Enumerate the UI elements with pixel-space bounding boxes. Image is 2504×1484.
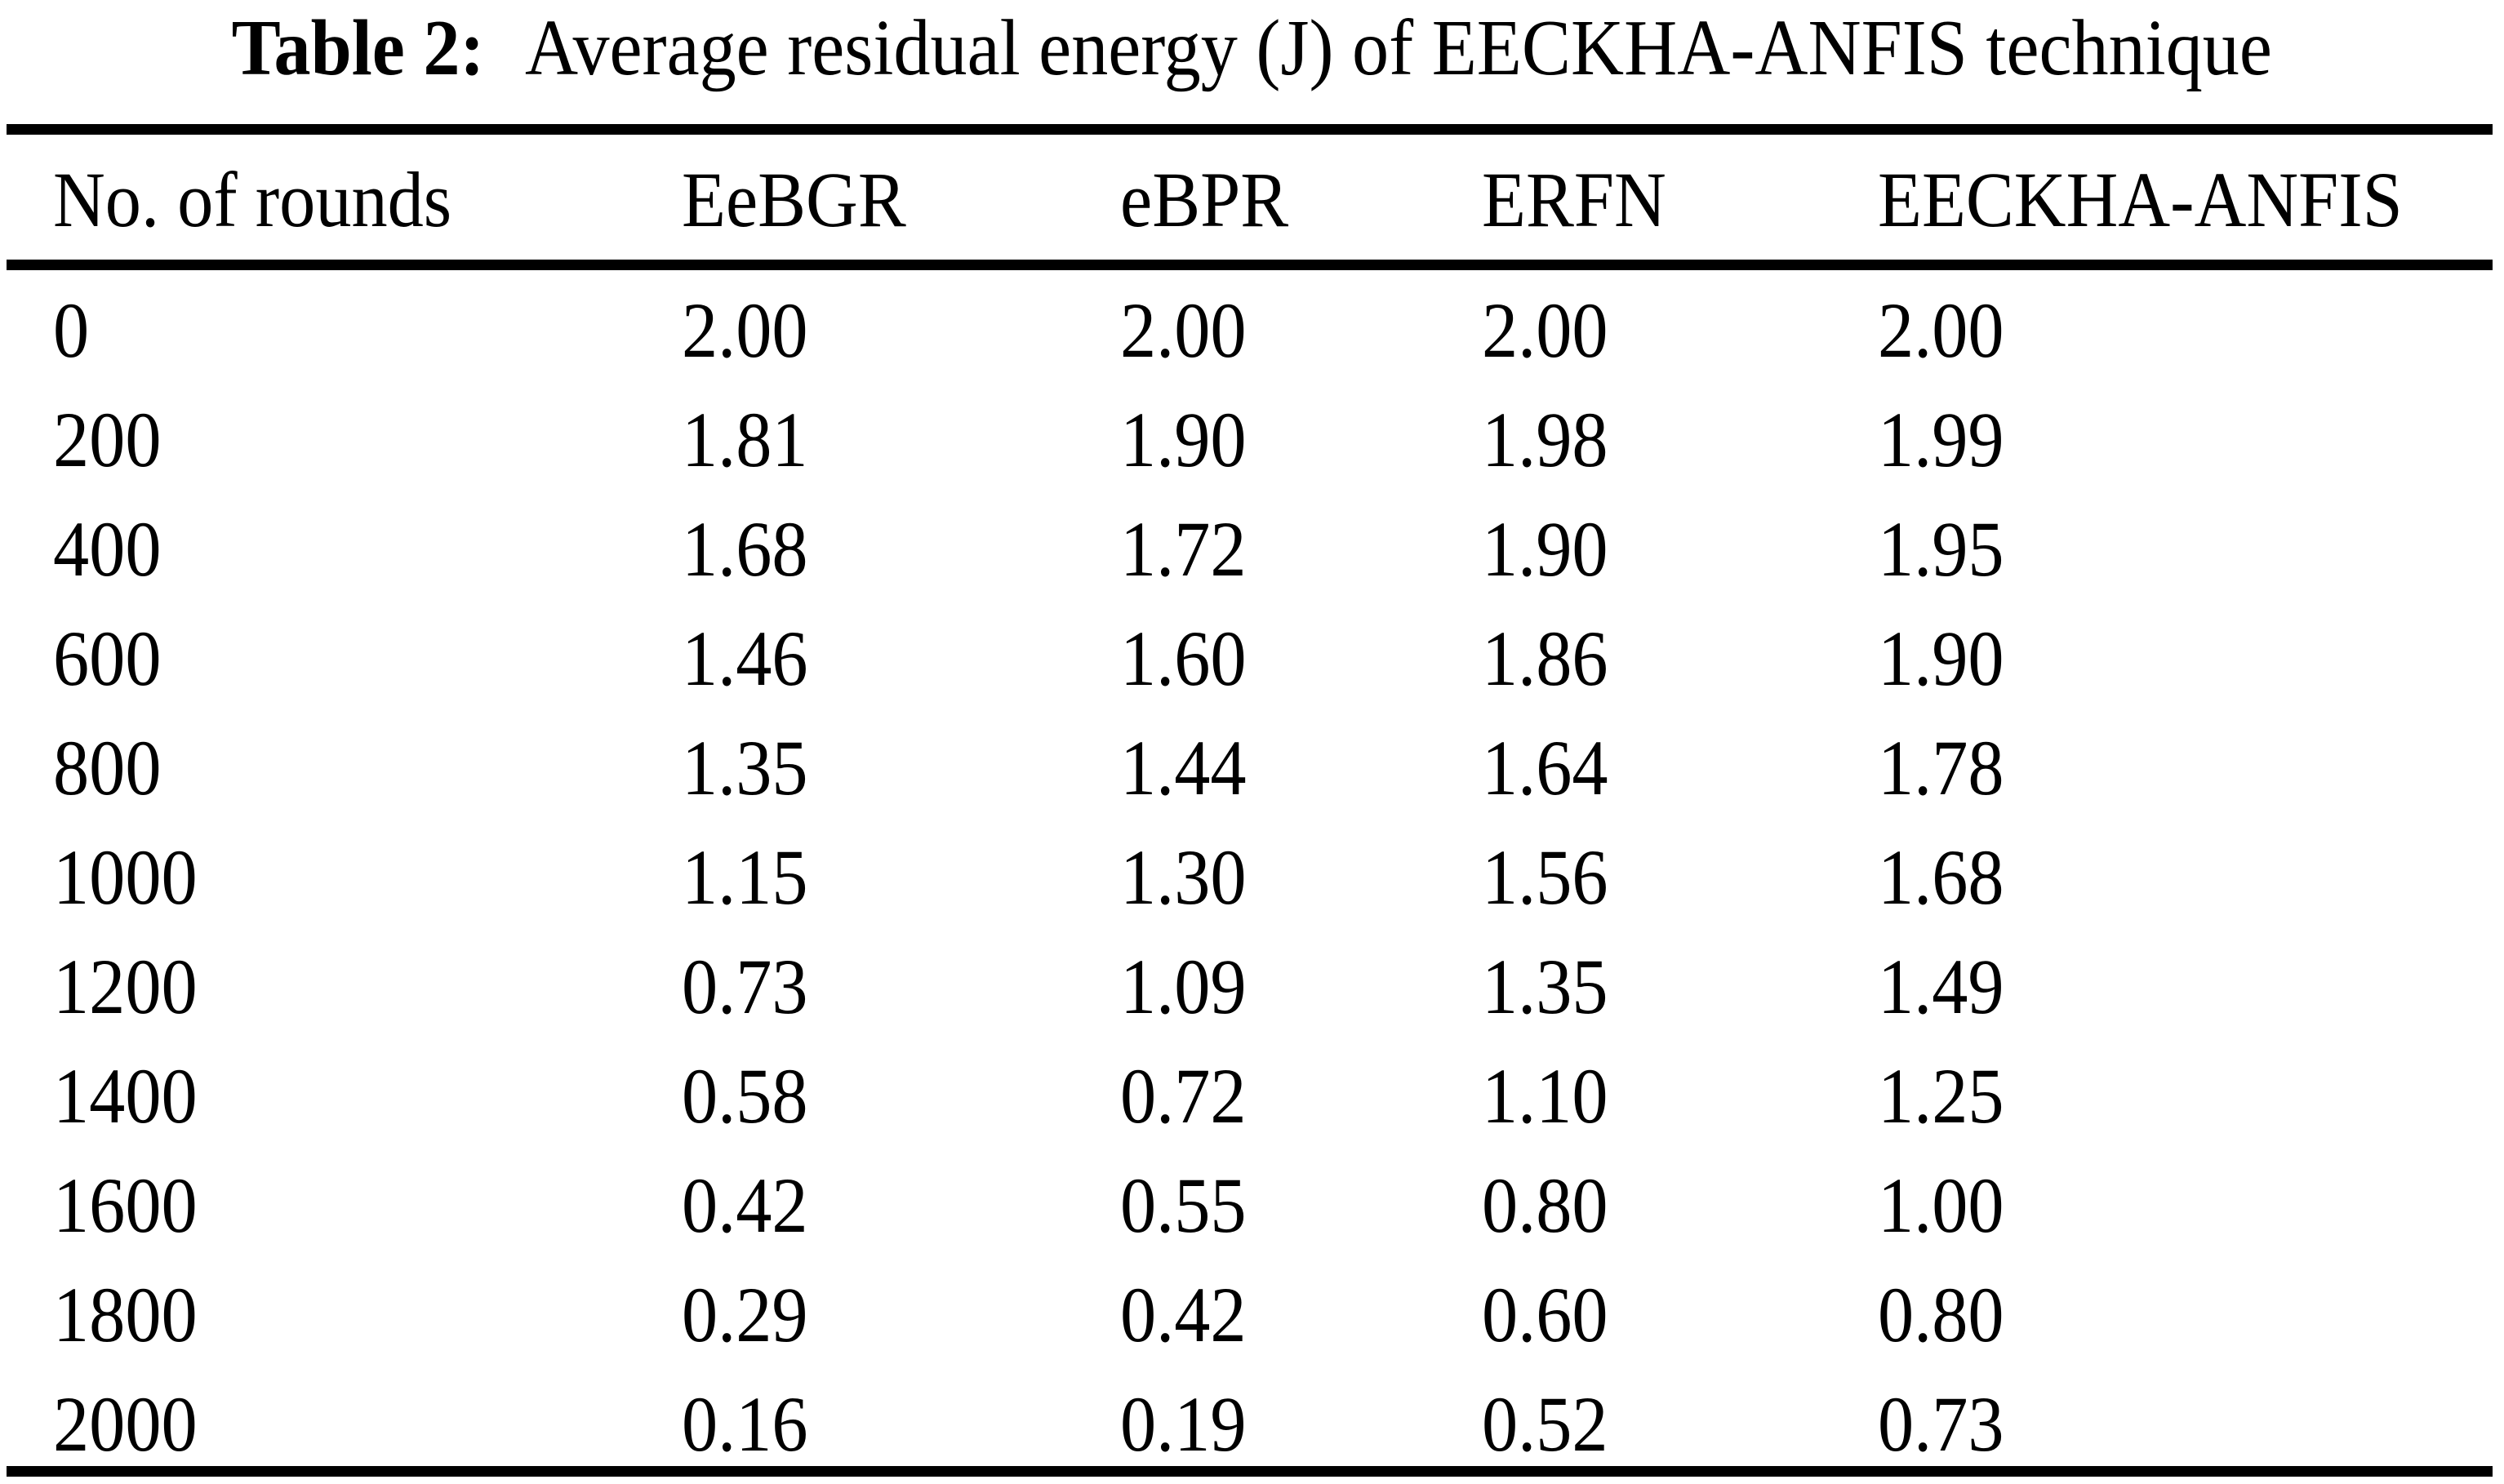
table-cell-erfn: 1.56 (1482, 833, 1608, 921)
table-cell-rounds: 600 (53, 615, 162, 702)
table-cell-eeckha: 1.68 (1878, 833, 2004, 921)
table-cell-ebpr: 0.19 (1120, 1380, 1247, 1468)
col-header-ebpr: eBPR (1120, 156, 1289, 243)
table-cell-eebgr: 1.68 (682, 505, 808, 593)
table-cell-erfn: 0.80 (1482, 1162, 1608, 1249)
table-cell-eeckha: 0.73 (1878, 1380, 2004, 1468)
table-row: 1800 0.29 0.42 0.60 0.80 (0, 1260, 2504, 1370)
table-cell-erfn: 1.90 (1482, 505, 1608, 593)
table-top-rule (7, 124, 2493, 135)
table-cell-ebpr: 1.90 (1120, 396, 1247, 483)
table-row: 1200 0.73 1.09 1.35 1.49 (0, 932, 2504, 1042)
table-cell-eebgr: 0.16 (682, 1380, 808, 1468)
table-cell-eeckha: 1.78 (1878, 724, 2004, 811)
col-header-rounds: No. of rounds (53, 156, 452, 243)
table-cell-eebgr: 1.46 (682, 615, 808, 702)
table-cell-erfn: 1.86 (1482, 615, 1608, 702)
table-row: 2000 0.16 0.19 0.52 0.73 (0, 1370, 2504, 1479)
table-cell-ebpr: 0.72 (1120, 1052, 1247, 1140)
table-cell-eeckha: 0.80 (1878, 1271, 2004, 1358)
table-cell-eebgr: 1.81 (682, 396, 808, 483)
table-cell-eebgr: 0.29 (682, 1271, 808, 1358)
table-cell-eeckha: 1.49 (1878, 943, 2004, 1030)
table-cell-erfn: 2.00 (1482, 287, 1608, 374)
table-caption: Table 2: Average residual energy (J) of E… (0, 0, 2504, 96)
table-caption-text: Average residual energy (J) of EECKHA-AN… (525, 4, 2273, 92)
table-cell-eeckha: 1.95 (1878, 505, 2004, 593)
table-cell-eeckha: 2.00 (1878, 287, 2004, 374)
table-cell-eebgr: 2.00 (682, 287, 808, 374)
table-caption-number: Table 2: (231, 4, 485, 92)
table-row: 1600 0.42 0.55 0.80 1.00 (0, 1151, 2504, 1260)
table-row: 1000 1.15 1.30 1.56 1.68 (0, 823, 2504, 932)
table-cell-rounds: 1600 (53, 1162, 198, 1249)
table-cell-rounds: 800 (53, 724, 162, 811)
table-cell-eebgr: 0.58 (682, 1052, 808, 1140)
table-cell-ebpr: 0.42 (1120, 1271, 1247, 1358)
table-cell-rounds: 1200 (53, 943, 198, 1030)
table-cell-rounds: 2000 (53, 1380, 198, 1468)
table-cell-erfn: 0.52 (1482, 1380, 1608, 1468)
table-cell-erfn: 1.64 (1482, 724, 1608, 811)
table-cell-rounds: 1000 (53, 833, 198, 921)
table-row: 400 1.68 1.72 1.90 1.95 (0, 495, 2504, 604)
table-cell-eebgr: 1.35 (682, 724, 808, 811)
table-cell-erfn: 1.35 (1482, 943, 1608, 1030)
table-cell-rounds: 0 (53, 287, 90, 374)
table-cell-eeckha: 1.90 (1878, 615, 2004, 702)
table-cell-rounds: 200 (53, 396, 162, 483)
table-cell-rounds: 1400 (53, 1052, 198, 1140)
table-cell-ebpr: 1.44 (1120, 724, 1247, 811)
table-cell-rounds: 1800 (53, 1271, 198, 1358)
table-row: 200 1.81 1.90 1.98 1.99 (0, 385, 2504, 495)
table-cell-ebpr: 1.30 (1120, 833, 1247, 921)
table-cell-ebpr: 0.55 (1120, 1162, 1247, 1249)
table-cell-erfn: 1.10 (1482, 1052, 1608, 1140)
table-header-row: No. of rounds EeBGR eBPR ERFN EECKHA-ANF… (0, 143, 2504, 257)
table-cell-eebgr: 0.73 (682, 943, 808, 1030)
col-header-eebgr: EeBGR (682, 156, 906, 243)
col-header-eeckha-anfis: EECKHA-ANFIS (1878, 156, 2403, 243)
table-cell-ebpr: 1.72 (1120, 505, 1247, 593)
table-cell-eebgr: 1.15 (682, 833, 808, 921)
table-row: 1400 0.58 0.72 1.10 1.25 (0, 1042, 2504, 1151)
table-cell-ebpr: 2.00 (1120, 287, 1247, 374)
table-row: 0 2.00 2.00 2.00 2.00 (0, 276, 2504, 385)
table-cell-ebpr: 1.09 (1120, 943, 1247, 1030)
table-cell-erfn: 0.60 (1482, 1271, 1608, 1358)
table-header-rule (7, 260, 2493, 270)
table-cell-eeckha: 1.25 (1878, 1052, 2004, 1140)
table-row: 800 1.35 1.44 1.64 1.78 (0, 713, 2504, 823)
col-header-erfn: ERFN (1482, 156, 1666, 243)
table-cell-rounds: 400 (53, 505, 162, 593)
table-bottom-rule (7, 1466, 2493, 1477)
table-cell-eeckha: 1.00 (1878, 1162, 2004, 1249)
table-cell-eebgr: 0.42 (682, 1162, 808, 1249)
table-cell-eeckha: 1.99 (1878, 396, 2004, 483)
table-cell-ebpr: 1.60 (1120, 615, 1247, 702)
table-row: 600 1.46 1.60 1.86 1.90 (0, 604, 2504, 713)
table-cell-erfn: 1.98 (1482, 396, 1608, 483)
